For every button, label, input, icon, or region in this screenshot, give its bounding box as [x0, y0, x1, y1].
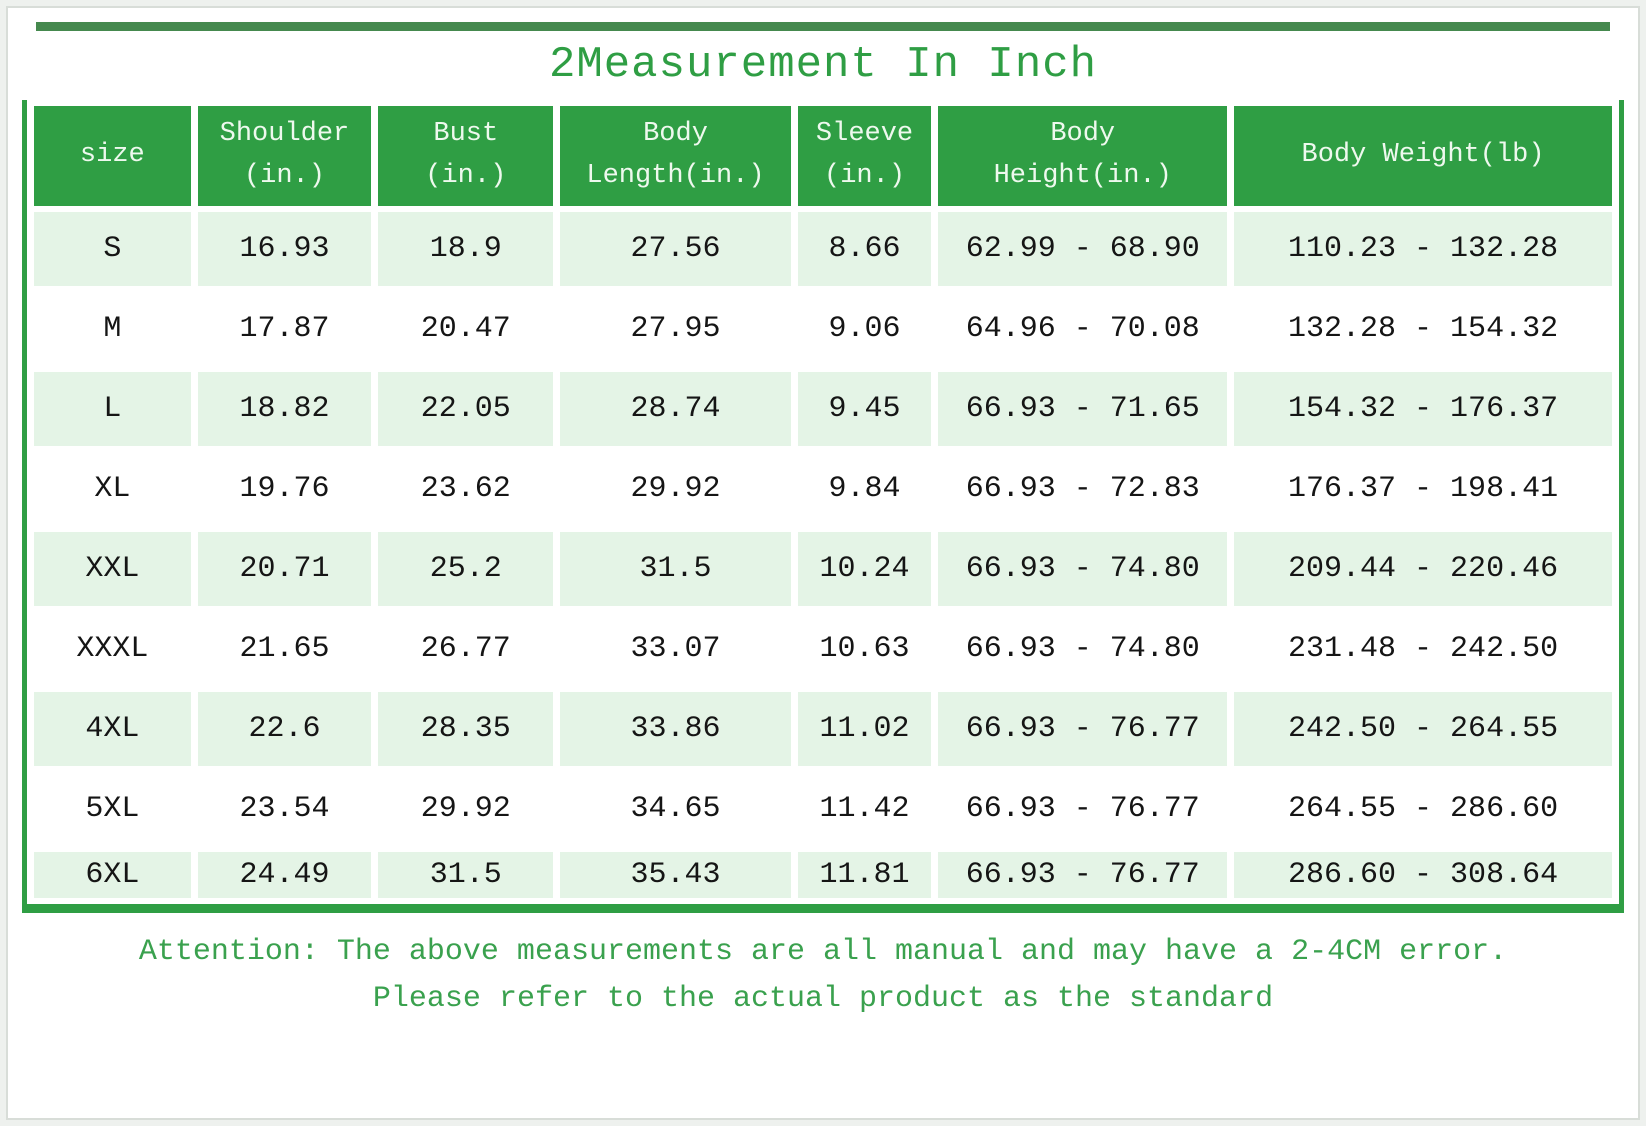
- column-header: Body Height(in.): [938, 106, 1228, 206]
- value-cell: 20.71: [197, 532, 372, 606]
- table-row: XXL 20.71 25.2 31.5 10.24 66.93 - 74.80 209.44…: [34, 532, 1612, 606]
- value-cell: 19.76: [197, 452, 372, 526]
- value-cell: 31.5: [378, 852, 554, 898]
- value-cell: 34.65: [560, 772, 791, 846]
- value-cell: 66.93 - 74.80: [938, 612, 1228, 686]
- value-cell: 27.56: [560, 212, 791, 286]
- value-cell: 18.82: [197, 372, 372, 446]
- value-cell: 66.93 - 72.83: [938, 452, 1228, 526]
- size-table-wrap: size Shoulder (in.) Bust (in.) Body Length(…: [22, 100, 1624, 913]
- size-cell: XL: [34, 452, 191, 526]
- column-header: Bust (in.): [378, 106, 554, 206]
- attention-note: Attention: The above measurements are al…: [20, 913, 1626, 1036]
- value-cell: 9.06: [797, 292, 932, 366]
- value-cell: 154.32 - 176.37: [1234, 372, 1612, 446]
- table-row: 5XL 23.54 29.92 34.65 11.42 66.93 - 76.77 264.…: [34, 772, 1612, 846]
- value-cell: 21.65: [197, 612, 372, 686]
- size-cell: XXL: [34, 532, 191, 606]
- value-cell: 29.92: [560, 452, 791, 526]
- value-cell: 20.47: [378, 292, 554, 366]
- value-cell: 10.63: [797, 612, 932, 686]
- size-cell: M: [34, 292, 191, 366]
- value-cell: 110.23 - 132.28: [1234, 212, 1612, 286]
- attention-line-2: Please refer to the actual product as th…: [372, 981, 1274, 1016]
- value-cell: 209.44 - 220.46: [1234, 532, 1612, 606]
- size-cell: 6XL: [34, 852, 191, 898]
- value-cell: 11.81: [797, 852, 932, 898]
- value-cell: 66.93 - 76.77: [938, 852, 1228, 898]
- size-cell: XXXL: [34, 612, 191, 686]
- value-cell: 29.92: [378, 772, 554, 846]
- value-cell: 66.93 - 76.77: [938, 692, 1228, 766]
- value-cell: 9.45: [797, 372, 932, 446]
- column-header: Shoulder (in.): [197, 106, 372, 206]
- column-header: size: [34, 106, 191, 206]
- size-cell: 4XL: [34, 692, 191, 766]
- value-cell: 10.24: [797, 532, 932, 606]
- value-cell: 66.93 - 76.77: [938, 772, 1228, 846]
- value-cell: 18.9: [378, 212, 554, 286]
- value-cell: 264.55 - 286.60: [1234, 772, 1612, 846]
- value-cell: 17.87: [197, 292, 372, 366]
- value-cell: 33.07: [560, 612, 791, 686]
- value-cell: 25.2: [378, 532, 554, 606]
- top-accent-bar: [36, 22, 1610, 31]
- table-row: XXXL 21.65 26.77 33.07 10.63 66.93 - 74.80 231…: [34, 612, 1612, 686]
- value-cell: 231.48 - 242.50: [1234, 612, 1612, 686]
- size-cell: S: [34, 212, 191, 286]
- value-cell: 176.37 - 198.41: [1234, 452, 1612, 526]
- value-cell: 23.54: [197, 772, 372, 846]
- column-header: Sleeve (in.): [797, 106, 932, 206]
- table-row: XL 19.76 23.62 29.92 9.84 66.93 - 72.83 176.37…: [34, 452, 1612, 526]
- value-cell: 242.50 - 264.55: [1234, 692, 1612, 766]
- value-cell: 28.74: [560, 372, 791, 446]
- value-cell: 8.66: [797, 212, 932, 286]
- value-cell: 27.95: [560, 292, 791, 366]
- table-row: S 16.93 18.9 27.56 8.66 62.99 - 68.90 110.23 -…: [34, 212, 1612, 286]
- table-row: L 18.82 22.05 28.74 9.45 66.93 - 71.65 154.32 …: [34, 372, 1612, 446]
- value-cell: 22.05: [378, 372, 554, 446]
- size-cell: L: [34, 372, 191, 446]
- value-cell: 66.93 - 74.80: [938, 532, 1228, 606]
- value-cell: 35.43: [560, 852, 791, 898]
- table-body: S 16.93 18.9 27.56 8.66 62.99 - 68.90 110.23 -…: [34, 212, 1612, 898]
- value-cell: 24.49: [197, 852, 372, 898]
- value-cell: 11.42: [797, 772, 932, 846]
- value-cell: 286.60 - 308.64: [1234, 852, 1612, 898]
- size-cell: 5XL: [34, 772, 191, 846]
- table-row: M 17.87 20.47 27.95 9.06 64.96 - 70.08 132.28 …: [34, 292, 1612, 366]
- column-header: Body Length(in.): [560, 106, 791, 206]
- table-row: 6XL 24.49 31.5 35.43 11.81 66.93 - 76.77 286.6…: [34, 852, 1612, 898]
- value-cell: 33.86: [560, 692, 791, 766]
- value-cell: 23.62: [378, 452, 554, 526]
- table-row: 4XL 22.6 28.35 33.86 11.02 66.93 - 76.77 242.5…: [34, 692, 1612, 766]
- value-cell: 64.96 - 70.08: [938, 292, 1228, 366]
- attention-line-1: Attention: The above measurements are al…: [138, 935, 1508, 969]
- value-cell: 28.35: [378, 692, 554, 766]
- value-cell: 16.93: [197, 212, 372, 286]
- size-chart-card: 2Measurement In Inch size Shoulder (in.) B…: [6, 6, 1640, 1120]
- value-cell: 66.93 - 71.65: [938, 372, 1228, 446]
- table-header-row: size Shoulder (in.) Bust (in.) Body Length(…: [34, 106, 1612, 206]
- value-cell: 132.28 - 154.32: [1234, 292, 1612, 366]
- size-table: size Shoulder (in.) Bust (in.) Body Length(…: [27, 100, 1619, 904]
- value-cell: 62.99 - 68.90: [938, 212, 1228, 286]
- value-cell: 9.84: [797, 452, 932, 526]
- value-cell: 11.02: [797, 692, 932, 766]
- column-header: Body Weight(lb): [1234, 106, 1612, 206]
- value-cell: 31.5: [560, 532, 791, 606]
- value-cell: 26.77: [378, 612, 554, 686]
- value-cell: 22.6: [197, 692, 372, 766]
- page-title: 2Measurement In Inch: [548, 40, 1098, 90]
